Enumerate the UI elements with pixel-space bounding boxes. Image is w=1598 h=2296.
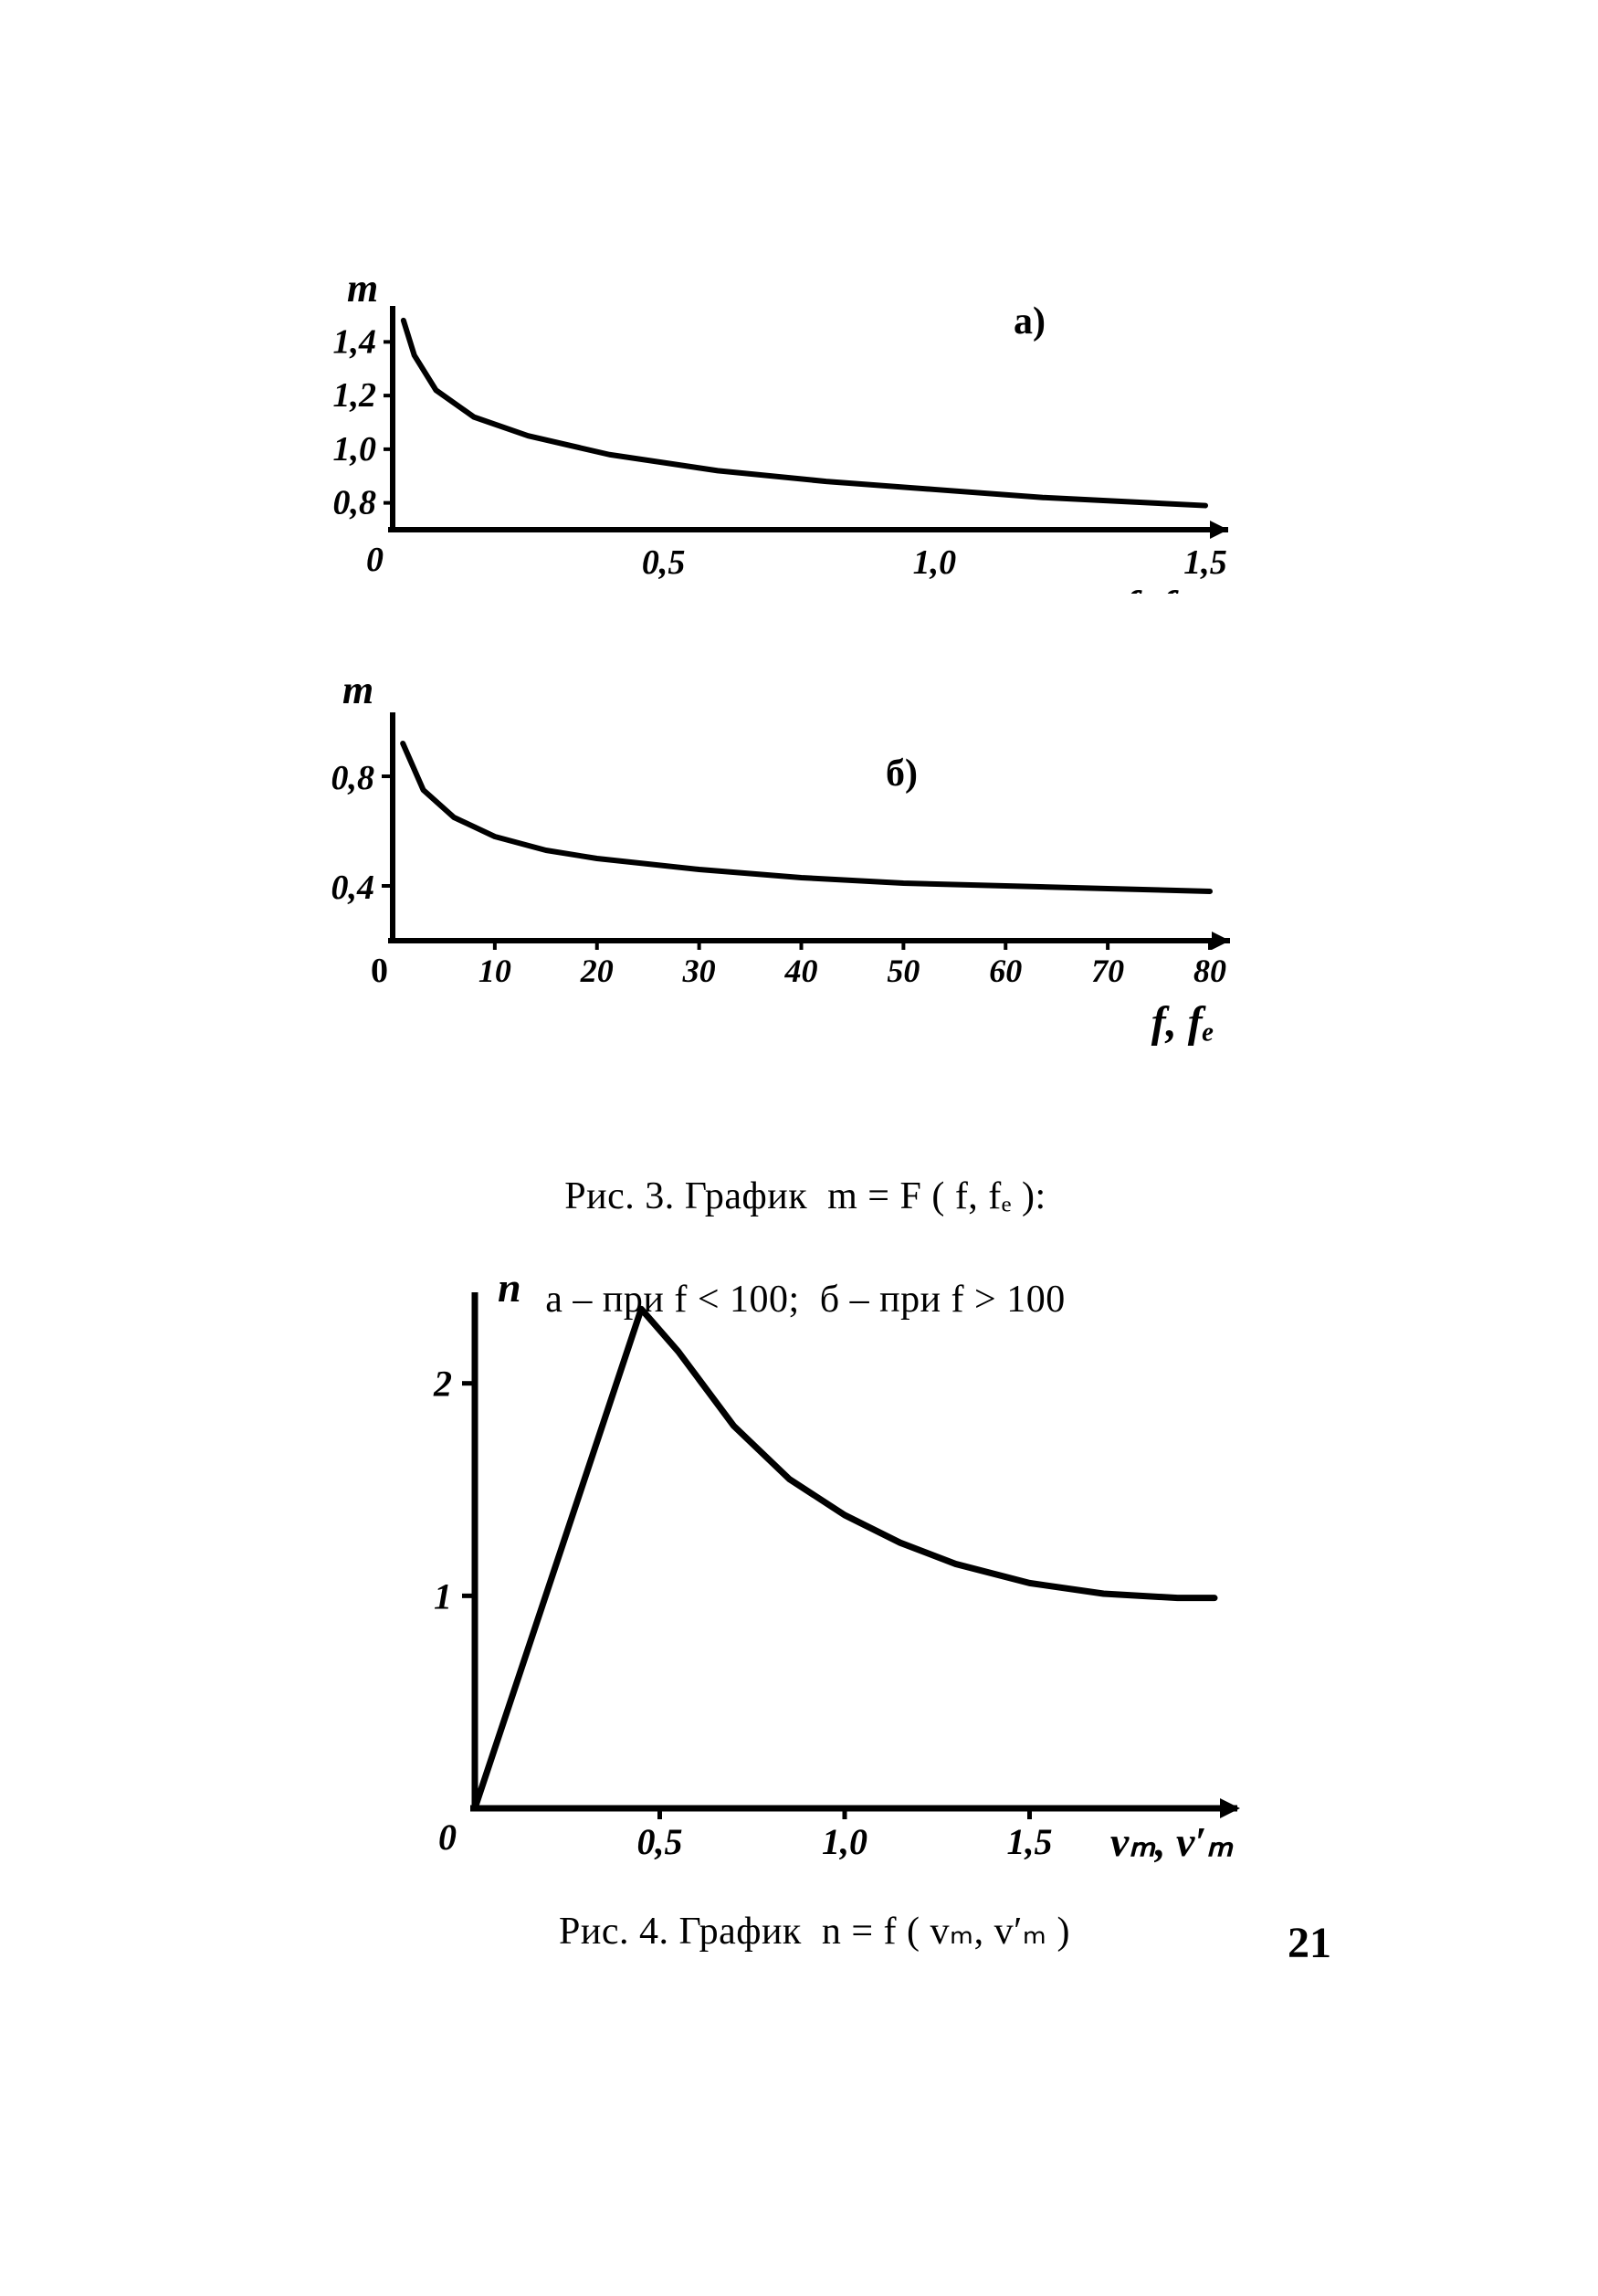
svg-text:1,2: 1,2	[333, 376, 377, 415]
svg-text:0,8: 0,8	[333, 484, 377, 522]
chart-b: m б) 0,4 0,8 0 10 20 30 40 50 60 70 80 f, fₑ	[306, 658, 1237, 1059]
svg-text:f, fₑ: f, fₑ	[1124, 583, 1187, 594]
svg-text:60: 60	[989, 953, 1022, 989]
page-root: mа)0,81,01,21,400,51,01,5f, fₑ mб)0,40,8…	[0, 0, 1598, 2296]
svg-text:1,4: 1,4	[333, 322, 377, 361]
caption-fig4: Рис. 4. График n = f ( vₘ, v′ₘ )	[420, 1854, 1169, 2009]
svg-text:1,0: 1,0	[333, 430, 377, 469]
svg-text:f, fₑ: f, fₑ	[1151, 998, 1214, 1047]
svg-text:0: 0	[371, 952, 388, 990]
chart-c-svg: n1200,51,01,5vₘ, v′ₘ	[384, 1251, 1251, 1891]
chart-c: n1200,51,01,5vₘ, v′ₘ	[384, 1251, 1251, 1891]
svg-text:а): а)	[1014, 300, 1046, 342]
svg-text:20: 20	[580, 953, 614, 989]
svg-text:2: 2	[433, 1364, 452, 1405]
svg-text:m: m	[342, 668, 373, 712]
svg-text:50: 50	[887, 953, 920, 989]
svg-text:0,4: 0,4	[331, 869, 375, 907]
svg-text:1,5: 1,5	[1183, 543, 1227, 582]
svg-text:30: 30	[682, 953, 716, 989]
svg-text:0,8: 0,8	[331, 759, 375, 797]
caption-fig4-text: Рис. 4. График n = f ( vₘ, v′ₘ )	[559, 1911, 1070, 1953]
svg-text:70: 70	[1091, 953, 1124, 989]
caption-fig3-line1: Рис. 3. График m = F ( f, fₑ ):	[564, 1175, 1046, 1217]
svg-text:10: 10	[478, 953, 511, 989]
svg-text:1: 1	[434, 1575, 452, 1617]
chart-a: m а) 0,8 1,0 1,2 1,4 0 0,5 1,0 1,5f, fₑ	[320, 265, 1233, 594]
svg-text:n: n	[498, 1264, 521, 1311]
chart-b-svg: m б) 0,4 0,8 0 10 20 30 40 50 60 70 80 f, fₑ	[306, 658, 1237, 1059]
svg-text:0: 0	[366, 541, 384, 579]
chart-a-svg: m а) 0,8 1,0 1,2 1,4 0 0,5 1,0 1,5f, fₑ	[320, 265, 1233, 594]
svg-text:1,0: 1,0	[913, 543, 956, 582]
svg-text:0: 0	[438, 1817, 457, 1858]
svg-text:б): б)	[886, 753, 918, 795]
svg-text:0,5: 0,5	[642, 543, 686, 582]
svg-text:80: 80	[1193, 953, 1226, 989]
svg-text:40: 40	[784, 953, 818, 989]
svg-text:m: m	[347, 266, 378, 311]
page-number: 21	[1288, 1918, 1331, 1968]
